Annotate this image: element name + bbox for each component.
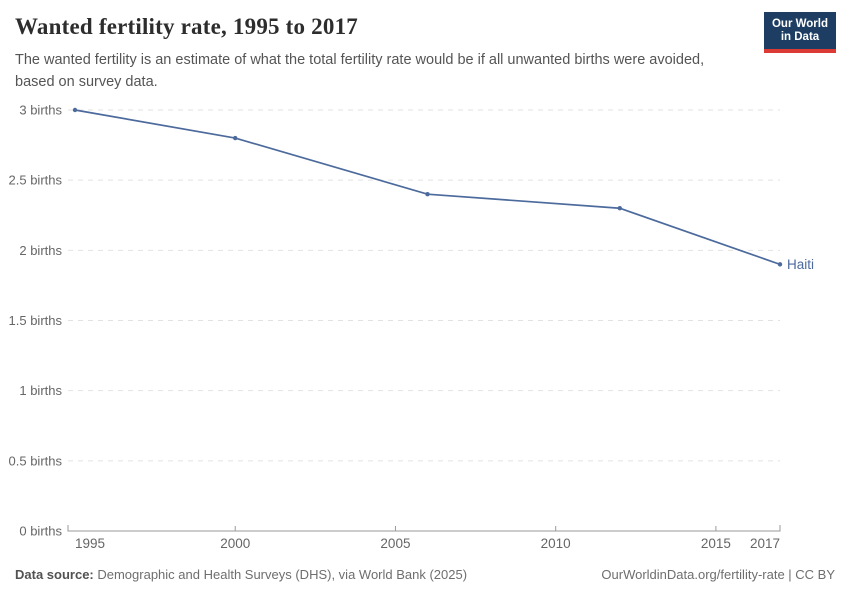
y-tick-label: 1 births: [19, 383, 62, 398]
data-source-text: Demographic and Health Surveys (DHS), vi…: [93, 567, 468, 582]
x-tick-label: 2005: [380, 536, 410, 551]
line-chart-svg: 0 births 0.5 births 1 births 1.5 births 2 bi…: [9, 103, 815, 552]
x-tick-label: 2010: [541, 536, 571, 551]
data-source: Data source: Demographic and Health Surv…: [15, 567, 467, 582]
y-tick-label: 0 births: [19, 524, 62, 539]
y-tick-label: 3 births: [19, 103, 62, 118]
owid-logo[interactable]: Our World in Data: [764, 12, 836, 53]
y-tick-label: 1.5 births: [9, 313, 63, 328]
chart-canvas: 0 births 0.5 births 1 births 1.5 births 2 bi…: [0, 95, 850, 555]
data-point[interactable]: [777, 262, 783, 267]
chart-footer: Data source: Demographic and Health Surv…: [15, 567, 835, 582]
owid-logo-line2: in Data: [780, 31, 820, 43]
chart-subtitle: The wanted fertility is an estimate of w…: [15, 52, 705, 90]
data-point[interactable]: [233, 135, 238, 141]
x-tick-label: 1995: [75, 536, 105, 551]
y-tick-label: 2.5 births: [9, 173, 63, 188]
x-tick-label: 2017: [750, 536, 780, 551]
y-tick-label: 2 births: [19, 243, 62, 258]
data-point[interactable]: [617, 206, 622, 211]
data-source-label: Data source:: [15, 567, 94, 582]
x-tick-label: 2015: [701, 536, 731, 551]
y-tick-label: 0.5 births: [9, 453, 63, 468]
x-tick-label: 2000: [220, 536, 250, 551]
series-line[interactable]: [74, 109, 781, 266]
data-point[interactable]: [72, 107, 78, 113]
series-label[interactable]: Haiti: [787, 257, 814, 272]
owid-logo-line1: Our World: [771, 18, 828, 30]
x-axis-line: [67, 525, 781, 532]
credit-link[interactable]: OurWorldinData.org/fertility-rate | CC B…: [601, 567, 835, 582]
data-point[interactable]: [425, 192, 430, 197]
chart-title: Wanted fertility rate, 1995 to 2017: [15, 14, 358, 39]
